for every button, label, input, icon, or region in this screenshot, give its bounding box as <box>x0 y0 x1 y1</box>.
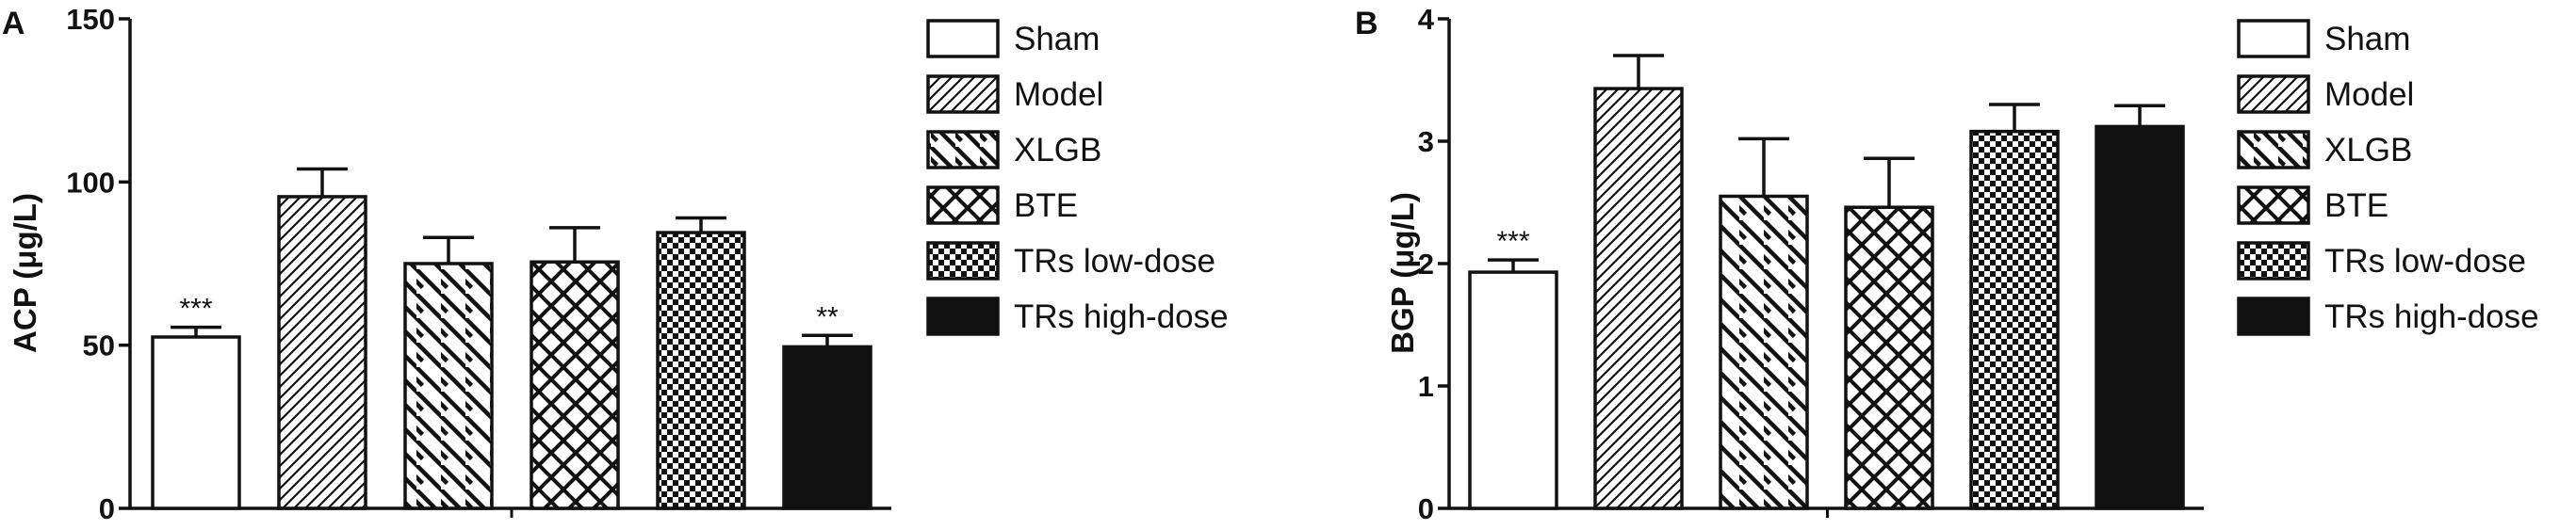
legend-swatch-bte <box>926 185 1000 225</box>
bar-xlgb <box>1719 194 1809 510</box>
panel-letter: B <box>1355 6 1378 41</box>
bar-trs-low-dose <box>1969 129 2060 510</box>
significance-label: ** <box>816 301 839 332</box>
legend-swatch-sham <box>926 19 1000 58</box>
legend-label: Model <box>1014 76 1103 113</box>
legend-swatch-model <box>926 74 1000 114</box>
bar-sham <box>1468 270 1558 510</box>
legend-label: XLGB <box>2324 132 2412 169</box>
bar-bte <box>530 260 620 510</box>
legend-label: Model <box>2324 76 2414 113</box>
bar-trs-high-dose <box>2095 124 2185 510</box>
legend-label: BTE <box>2324 187 2389 224</box>
panel-b: B 0 1 2 3 4 BGP (μg/L) *** Sham Model XLGB BTE TRs … <box>1355 3 2539 525</box>
y-tick-label: 2 <box>1418 248 1434 281</box>
legend-label: Sham <box>1014 21 1100 57</box>
legend-label: XLGB <box>1014 132 1101 169</box>
legend-label: BTE <box>1014 187 1078 224</box>
y-tick-label: 50 <box>83 329 115 362</box>
bar-model <box>1593 87 1684 510</box>
y-tick-label: 100 <box>66 166 115 199</box>
legend-label: Sham <box>2324 21 2410 57</box>
bar-trs-high-dose <box>782 345 872 510</box>
bar-xlgb <box>403 262 494 510</box>
legend-swatch-model <box>2237 74 2310 114</box>
y-tick-label: 0 <box>1418 492 1434 525</box>
legend-label: TRs low-dose <box>1014 243 1215 280</box>
bar-bte <box>1844 205 1934 510</box>
legend-swatch-trs-low-dose <box>926 241 1000 281</box>
panel-letter: A <box>2 6 25 41</box>
legend-label: TRs low-dose <box>2324 243 2526 280</box>
bar-sham <box>151 335 241 510</box>
y-tick-label: 0 <box>99 492 115 525</box>
y-tick-label: 1 <box>1418 370 1434 403</box>
y-axis-label: BGP (μg/L) <box>1385 192 1420 354</box>
y-tick-label: 3 <box>1418 125 1434 158</box>
bar-trs-low-dose <box>656 231 746 510</box>
legend-label: TRs high-dose <box>2324 298 2539 335</box>
legend-swatch-xlgb <box>2237 130 2310 169</box>
significance-label: *** <box>1496 226 1529 257</box>
legend-swatch-bte <box>2237 185 2310 225</box>
y-tick-label: 4 <box>1418 3 1435 36</box>
bar-model <box>277 195 367 510</box>
significance-label: *** <box>179 294 212 325</box>
legend-swatch-trs-low-dose <box>2237 241 2310 281</box>
y-tick-label: 150 <box>66 3 115 36</box>
legend-swatch-sham <box>2237 19 2310 58</box>
legend-swatch-trs-high-dose <box>926 297 1000 336</box>
y-axis-label: ACP (μg/L) <box>8 193 42 353</box>
legend-swatch-trs-high-dose <box>2237 297 2310 336</box>
legend-swatch-xlgb <box>926 130 1000 169</box>
legend-label: TRs high-dose <box>1014 298 1229 335</box>
